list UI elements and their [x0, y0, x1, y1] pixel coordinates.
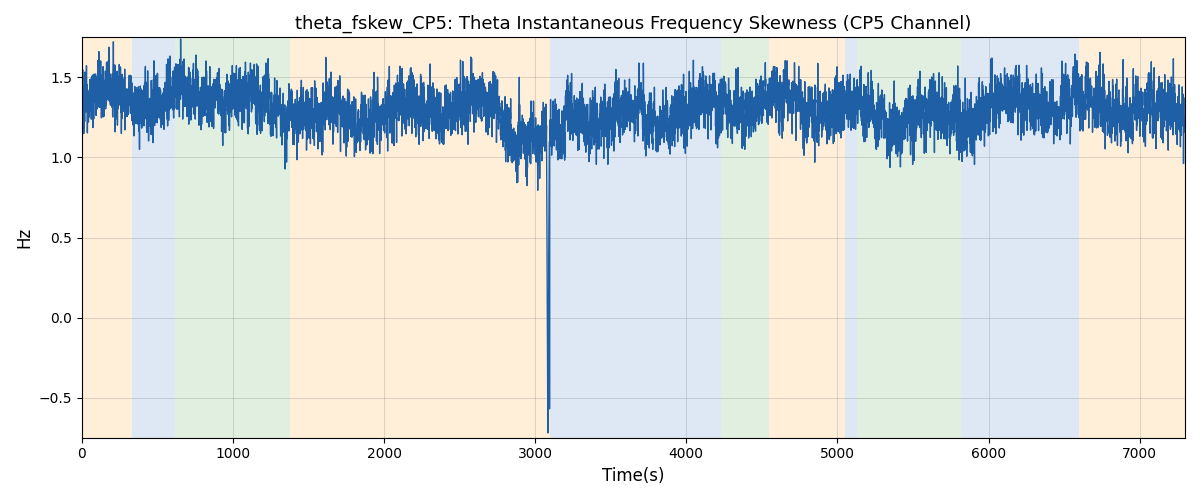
Y-axis label: Hz: Hz [14, 227, 34, 248]
Bar [694, 38, 721, 438]
Bar [82, 38, 132, 438]
Bar [290, 38, 551, 438]
Bar [132, 38, 175, 438]
Bar [721, 38, 769, 438]
Title: theta_fskew_CP5: Theta Instantaneous Frequency Skewness (CP5 Channel): theta_fskew_CP5: Theta Instantaneous Fre… [295, 15, 972, 34]
Bar [984, 38, 1079, 438]
X-axis label: Time(s): Time(s) [602, 467, 665, 485]
Bar [961, 38, 984, 438]
Bar [845, 38, 857, 438]
Bar [175, 38, 290, 438]
Bar [1079, 38, 1184, 438]
Bar [769, 38, 845, 438]
Bar [551, 38, 694, 438]
Bar [857, 38, 961, 438]
